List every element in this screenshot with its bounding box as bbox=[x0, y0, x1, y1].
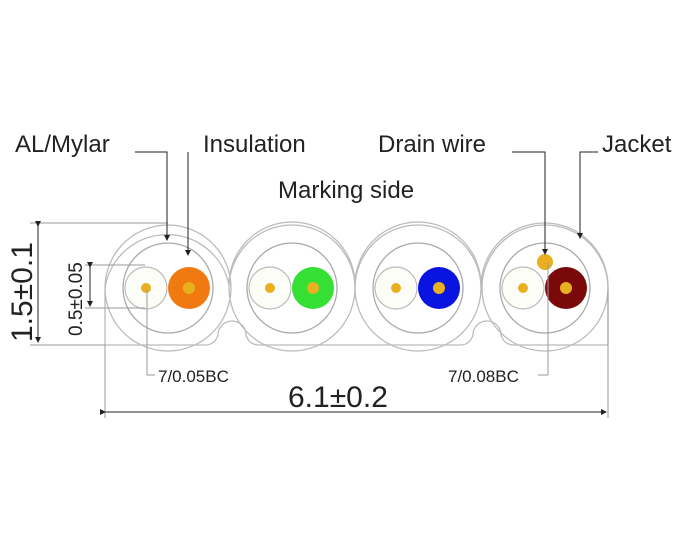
jacket-outline bbox=[104, 221, 609, 352]
conductor-icon bbox=[518, 283, 528, 293]
al-mylar-shield bbox=[246, 242, 338, 334]
dimension-arrows bbox=[35, 221, 607, 415]
label-drain-wire: Drain wire bbox=[378, 131, 486, 158]
dimension-conductor: 0.5±0.05 bbox=[66, 262, 87, 336]
label-conductor-left: 7/0.05BC bbox=[158, 367, 229, 386]
al-mylar-shield bbox=[122, 242, 214, 334]
dimension-width: 6.1±0.2 bbox=[288, 381, 388, 414]
label-jacket: Jacket bbox=[602, 131, 672, 158]
al-mylar-shield bbox=[372, 242, 464, 334]
conductor-icon bbox=[560, 282, 572, 294]
dimension-lines bbox=[30, 151, 609, 418]
dimension-height: 1.5±0.1 bbox=[6, 242, 39, 342]
conductor-icon bbox=[183, 282, 195, 294]
conductor-icon bbox=[307, 282, 319, 294]
conductor-icon bbox=[433, 282, 445, 294]
wire-pairs bbox=[122, 242, 591, 334]
label-al-mylar: AL/Mylar bbox=[15, 131, 110, 158]
conductor-icon bbox=[265, 283, 275, 293]
label-marking-side: Marking side bbox=[278, 177, 414, 204]
label-conductor-right: 7/0.08BC bbox=[448, 367, 519, 386]
conductor-icon bbox=[391, 283, 401, 293]
label-insulation: Insulation bbox=[203, 131, 306, 158]
drain-wire-icon bbox=[537, 254, 553, 270]
conductor-icon bbox=[141, 283, 151, 293]
